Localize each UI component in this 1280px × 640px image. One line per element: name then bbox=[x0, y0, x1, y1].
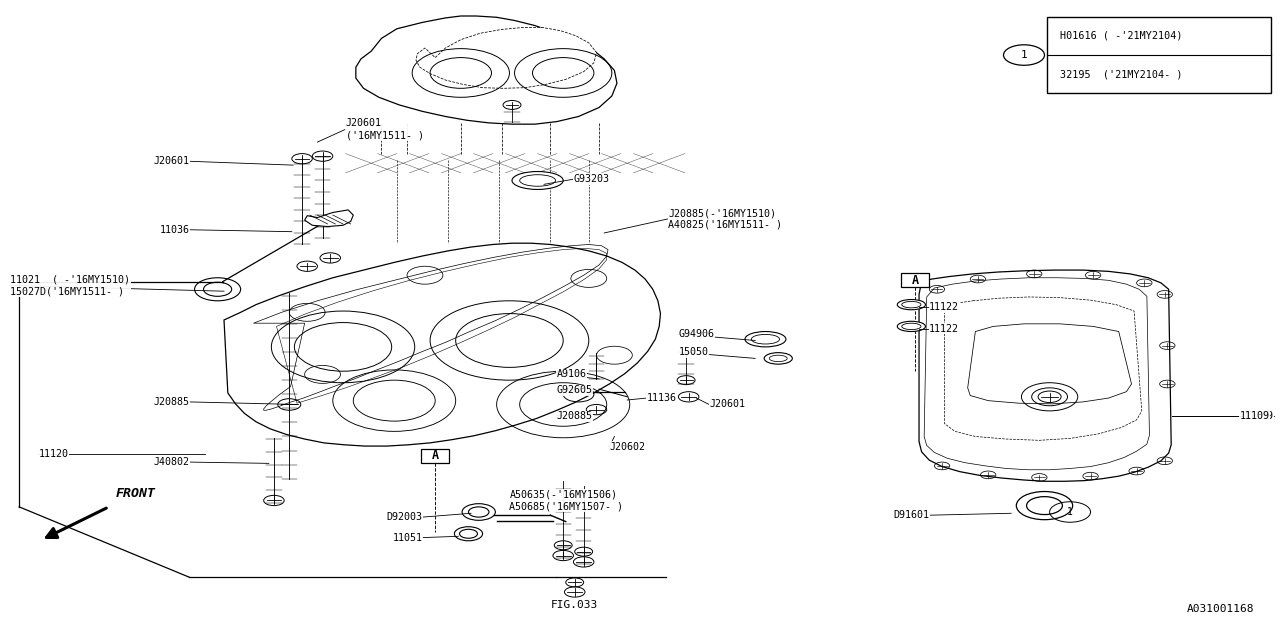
Text: A: A bbox=[911, 274, 919, 287]
Text: D92003: D92003 bbox=[387, 512, 422, 522]
Text: 11051: 11051 bbox=[393, 532, 422, 543]
Bar bbox=[901, 273, 929, 287]
Text: 11109: 11109 bbox=[1244, 411, 1274, 421]
Text: 1: 1 bbox=[1020, 50, 1028, 60]
Text: 11109: 11109 bbox=[1240, 411, 1270, 421]
Ellipse shape bbox=[764, 353, 792, 364]
Text: J20885(-'16MY1510)
A40825('16MY1511- ): J20885(-'16MY1510) A40825('16MY1511- ) bbox=[668, 208, 782, 230]
Text: H01616 ( -'21MY2104): H01616 ( -'21MY2104) bbox=[1060, 31, 1183, 40]
Ellipse shape bbox=[512, 172, 563, 189]
Text: A031001168: A031001168 bbox=[1187, 604, 1254, 614]
Ellipse shape bbox=[745, 332, 786, 347]
Text: 11122: 11122 bbox=[929, 324, 959, 334]
Text: A: A bbox=[431, 449, 439, 462]
Text: FRONT: FRONT bbox=[115, 488, 155, 500]
Polygon shape bbox=[356, 16, 617, 124]
Text: J20601: J20601 bbox=[154, 156, 189, 166]
Text: J20601
('16MY1511- ): J20601 ('16MY1511- ) bbox=[346, 118, 424, 140]
Polygon shape bbox=[305, 210, 353, 227]
Text: A9106: A9106 bbox=[557, 369, 586, 380]
Polygon shape bbox=[919, 270, 1171, 481]
Ellipse shape bbox=[897, 300, 925, 310]
Text: 11122: 11122 bbox=[929, 302, 959, 312]
Text: 11136: 11136 bbox=[646, 393, 676, 403]
Text: J20602: J20602 bbox=[609, 442, 645, 452]
Text: D91601: D91601 bbox=[893, 510, 929, 520]
Text: 1: 1 bbox=[1068, 507, 1073, 517]
Text: 11021  ( -'16MY1510)
15027D('16MY1511- ): 11021 ( -'16MY1510) 15027D('16MY1511- ) bbox=[10, 275, 131, 296]
Text: A50635(-'16MY1506)
A50685('16MY1507- ): A50635(-'16MY1506) A50685('16MY1507- ) bbox=[509, 490, 623, 511]
Text: 15050: 15050 bbox=[678, 347, 708, 357]
Text: G93203: G93203 bbox=[573, 174, 609, 184]
Text: J20885: J20885 bbox=[557, 411, 593, 421]
Polygon shape bbox=[416, 28, 596, 88]
Text: J20601: J20601 bbox=[709, 399, 745, 410]
Text: 11120: 11120 bbox=[38, 449, 68, 460]
Text: G92605: G92605 bbox=[557, 385, 593, 396]
Text: J40802: J40802 bbox=[154, 457, 189, 467]
Text: 32195  ('21MY2104- ): 32195 ('21MY2104- ) bbox=[1060, 70, 1183, 79]
Text: FIG.033: FIG.033 bbox=[552, 600, 598, 611]
Text: J20885: J20885 bbox=[154, 397, 189, 407]
Ellipse shape bbox=[897, 321, 925, 332]
Text: G94906: G94906 bbox=[678, 329, 714, 339]
Bar bbox=[1047, 17, 1271, 93]
Text: 11036: 11036 bbox=[160, 225, 189, 235]
Bar bbox=[421, 449, 449, 463]
Polygon shape bbox=[224, 243, 660, 446]
